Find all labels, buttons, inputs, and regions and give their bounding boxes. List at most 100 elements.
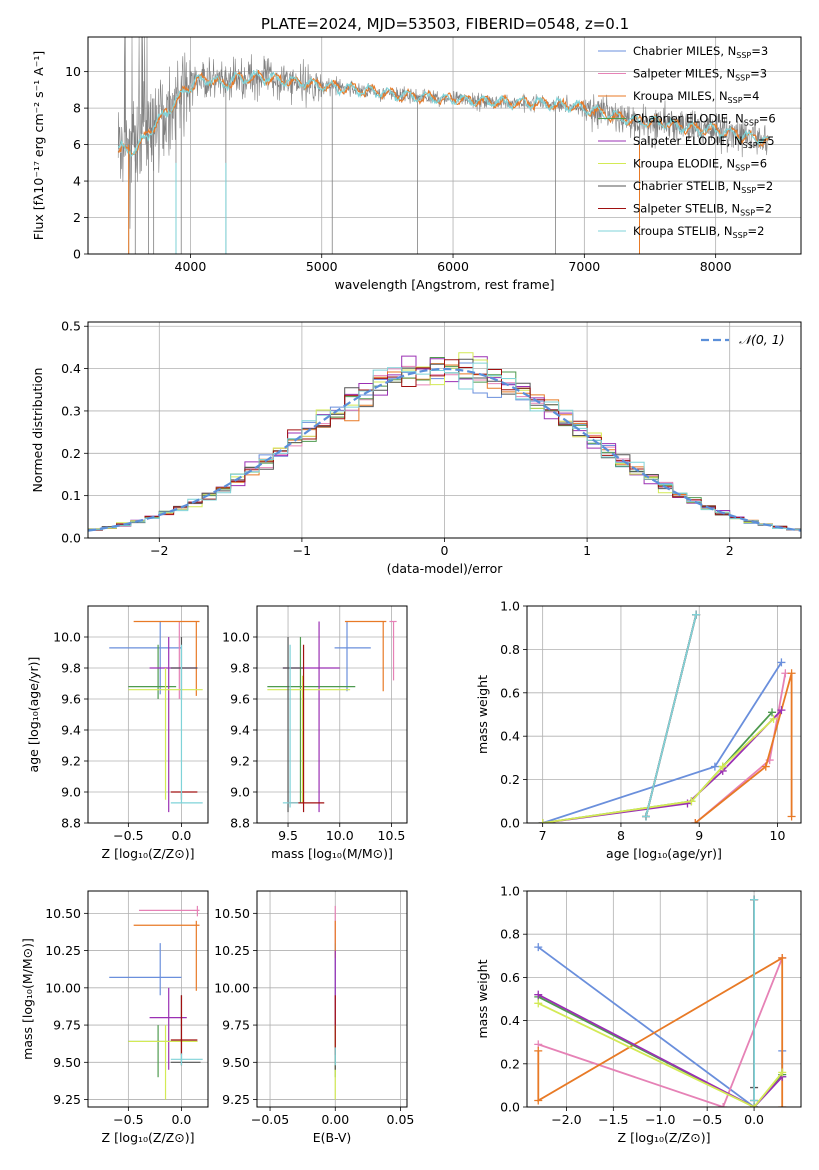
data-point bbox=[538, 819, 547, 823]
y-tick-label: 8.8 bbox=[61, 816, 81, 831]
legend-entry: Chabrier MILES, NSSP=3 bbox=[633, 44, 768, 60]
legend-label: Chabrier MILES, N bbox=[633, 44, 736, 58]
spectrum-marks bbox=[117, 37, 769, 254]
data-point bbox=[787, 669, 796, 678]
plot-frame bbox=[87, 605, 209, 824]
y-tick-label: 0.5 bbox=[61, 319, 81, 334]
y-tick-label: 10.00 bbox=[214, 980, 250, 995]
data-point bbox=[534, 943, 543, 952]
legend-label: Salpeter ELODIE, N bbox=[633, 134, 743, 148]
x-tick-label: 8 bbox=[617, 828, 625, 843]
histogram-salpeter-stelib bbox=[88, 359, 801, 531]
y-tick-label: 9.2 bbox=[230, 754, 250, 769]
y-tick-label: 10.25 bbox=[214, 943, 250, 958]
series-line bbox=[542, 718, 775, 823]
weight_vs_Z-marks bbox=[534, 895, 787, 1107]
data-point bbox=[787, 812, 796, 821]
x-tick-label: 2 bbox=[726, 543, 734, 558]
y-tick-label: 9.4 bbox=[230, 723, 250, 738]
data-point bbox=[710, 762, 719, 771]
y-tick-label: 0.2 bbox=[61, 446, 81, 461]
y-tick-label: 0.4 bbox=[61, 361, 81, 376]
legend-label: Kroupa MILES, N bbox=[633, 89, 728, 103]
y-tick-label: 8.8 bbox=[230, 816, 250, 831]
y-tick-label: 9.50 bbox=[53, 1055, 81, 1070]
y-tick-label: 10.25 bbox=[45, 943, 81, 958]
legend-label: Salpeter MILES, N bbox=[633, 67, 735, 81]
y-tick-label: 1.0 bbox=[500, 884, 520, 899]
y-tick-label: 9.0 bbox=[230, 785, 250, 800]
data-point bbox=[691, 819, 700, 823]
y-tick-label: 0.2 bbox=[500, 772, 520, 787]
x-tick-label: −0.5 bbox=[113, 828, 143, 843]
data-point bbox=[641, 812, 650, 821]
x-tick-label: 6000 bbox=[437, 259, 469, 274]
figure-title: PLATE=2024, MJD=53503, FIBERID=0548, z=0… bbox=[261, 15, 629, 33]
legend-value: =4 bbox=[743, 89, 760, 103]
errorbar-chabrier-miles bbox=[334, 621, 371, 692]
errorbar-kroupa-stelib bbox=[282, 644, 299, 808]
legend-value: =5 bbox=[758, 134, 775, 148]
data-point bbox=[769, 714, 778, 723]
y-axis-label: mass weight bbox=[475, 959, 490, 1038]
legend-entry: Salpeter STELIB, NSSP=2 bbox=[633, 202, 772, 218]
errorbar-kroupa-stelib bbox=[170, 1053, 203, 1066]
y-tick-label: 9.6 bbox=[230, 692, 250, 707]
data-point bbox=[534, 1096, 543, 1105]
y-tick-label: 1.0 bbox=[500, 599, 520, 614]
histogram-kroupa-stelib bbox=[88, 362, 801, 531]
x-tick-label: 7000 bbox=[568, 259, 600, 274]
x-axis-label: mass [log₁₀(M/M⊙)] bbox=[271, 846, 393, 861]
plot-frame bbox=[526, 605, 802, 824]
legend-entry: Kroupa ELODIE, NSSP=6 bbox=[633, 157, 767, 173]
y-tick-label: 9.25 bbox=[53, 1092, 81, 1107]
x-tick-label: 9 bbox=[695, 828, 703, 843]
x-tick-label: −0.05 bbox=[251, 1112, 289, 1127]
age_vs_Z-marks bbox=[109, 620, 203, 813]
y-tick-label: 9.4 bbox=[61, 723, 81, 738]
x-tick-label: 5000 bbox=[306, 259, 338, 274]
y-tick-label: 6 bbox=[73, 137, 81, 152]
series-kroupa-miles bbox=[691, 669, 796, 823]
legend-value: =6 bbox=[750, 157, 767, 171]
errorbar-kroupa-miles bbox=[133, 920, 200, 991]
data-point bbox=[777, 706, 786, 715]
x-tick-label: 1 bbox=[583, 543, 591, 558]
series-kroupa-stelib bbox=[641, 610, 701, 821]
legend-entry: Salpeter MILES, NSSP=3 bbox=[633, 67, 767, 83]
x-tick-label: −0.5 bbox=[113, 1112, 143, 1127]
y-tick-label: 9.50 bbox=[222, 1055, 250, 1070]
model-spectrum-kroupa-miles bbox=[117, 69, 769, 157]
data-point bbox=[534, 990, 543, 999]
x-tick-label: 4000 bbox=[175, 259, 207, 274]
errorbar-chabrier-miles bbox=[109, 621, 182, 695]
data-point bbox=[719, 1103, 728, 1107]
errorbar-kroupa-miles bbox=[133, 620, 200, 696]
plot-frame bbox=[87, 36, 802, 255]
y-tick-label: 0.1 bbox=[61, 488, 81, 503]
y-tick-label: 0.2 bbox=[500, 1056, 520, 1071]
legend-label: Salpeter STELIB, N bbox=[633, 202, 740, 216]
y-axis-label: mass weight bbox=[475, 675, 490, 754]
plot-frame bbox=[87, 321, 802, 539]
legend-sub: SSP bbox=[741, 186, 756, 195]
x-tick-label: 7 bbox=[539, 828, 547, 843]
errorbar-chabrier-stelib bbox=[282, 637, 304, 813]
x-tick-label: −1.0 bbox=[645, 1112, 675, 1127]
x-tick-label: −2 bbox=[150, 543, 168, 558]
legend-sub: SSP bbox=[733, 231, 748, 240]
legend-value: =2 bbox=[756, 179, 773, 193]
y-tick-label: 0.0 bbox=[500, 816, 520, 831]
data-point bbox=[750, 895, 759, 904]
y-tick-label: 9.25 bbox=[222, 1092, 250, 1107]
legend-sub: SSP bbox=[736, 51, 751, 60]
legend-entry: 𝒩(0, 1) bbox=[739, 332, 785, 347]
y-tick-label: 0.0 bbox=[500, 1100, 520, 1115]
plot-frame bbox=[256, 605, 408, 824]
legend-sub: SSP bbox=[744, 119, 759, 128]
y-tick-label: 0.6 bbox=[500, 685, 520, 700]
y-tick-label: 10.50 bbox=[45, 906, 81, 921]
age_vs_mass-marks bbox=[267, 620, 397, 813]
legend-entry: Chabrier STELIB, NSSP=2 bbox=[633, 179, 773, 195]
legend-entry: Salpeter ELODIE, NSSP=5 bbox=[633, 134, 775, 150]
